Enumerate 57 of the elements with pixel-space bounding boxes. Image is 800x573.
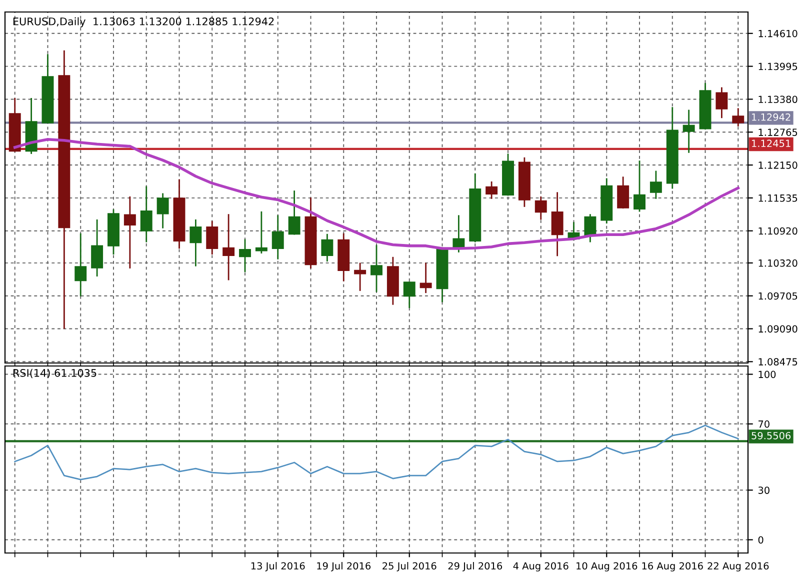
candlestick: [321, 234, 334, 262]
candlestick: [255, 211, 268, 254]
y-tick-label: 1.14610: [758, 30, 798, 38]
ref-line-label: 1.12942: [752, 113, 790, 121]
y-tick-label: 1.10320: [758, 259, 798, 267]
candlestick: [370, 245, 382, 292]
candlestick: [91, 219, 104, 276]
candlestick: [486, 181, 498, 199]
candlestick: [190, 219, 202, 266]
chart-title: RSI(14) 61.1035: [13, 368, 96, 378]
candlestick: [206, 221, 218, 255]
candlestick: [354, 262, 366, 291]
candlestick: [239, 239, 251, 272]
x-tick-label: 4 Aug 2016: [513, 562, 568, 572]
x-tick-label: 19 Jul 2016: [317, 562, 371, 572]
x-tick-label: 22 Aug 2016: [708, 562, 769, 572]
candlestick: [288, 190, 300, 235]
candlestick: [716, 87, 728, 118]
candlestick: [403, 282, 416, 308]
candlestick: [650, 170, 662, 199]
candlestick: [551, 192, 564, 256]
y-tick-label: 0: [758, 536, 764, 544]
y-tick-label: 1.08475: [758, 358, 798, 366]
candlestick: [452, 215, 465, 252]
x-tick-label: 29 Jul 2016: [448, 562, 502, 572]
candlestick: [617, 176, 630, 209]
candlestick: [140, 186, 152, 242]
y-tick-label: 70: [758, 420, 770, 428]
x-tick-label: 10 Aug 2016: [576, 562, 638, 572]
y-tick-label: 1.12150: [758, 162, 798, 169]
ref-line-label: 59.5506: [752, 432, 791, 440]
y-tick-label: 1.13380: [758, 96, 798, 104]
candlestick: [534, 196, 547, 220]
y-tick-label: 1.13995: [758, 62, 798, 70]
candlestick: [634, 160, 646, 212]
candlestick: [584, 214, 596, 242]
y-tick-label: 30: [758, 486, 770, 494]
candlestick: [156, 193, 169, 228]
candlestick: [124, 196, 136, 268]
ref-line-label: 1.12451: [752, 140, 790, 148]
y-tick-label: 1.11535: [758, 194, 798, 202]
y-tick-label: 1.09090: [758, 325, 798, 333]
x-tick-label: 25 Jul 2016: [382, 562, 436, 572]
candlestick: [420, 262, 432, 294]
y-tick-label: 1.12765: [758, 128, 798, 136]
candlestick: [732, 108, 744, 126]
candlestick: [272, 215, 284, 260]
line-series: [14, 424, 739, 480]
candlestick: [222, 214, 235, 280]
candlestick: [74, 233, 87, 296]
y-tick-label: 1.09705: [758, 292, 798, 300]
chart-title: EURUSD,Daily 1.13063 1.13200 1.12885 1.12942: [13, 17, 274, 28]
candlestick: [682, 110, 695, 153]
x-tick-label: 13 Jul 2016: [251, 562, 305, 572]
y-tick-label: 1.10920: [758, 227, 798, 235]
x-tick-label: 16 Aug 2016: [642, 562, 703, 572]
y-tick-label: 100: [758, 370, 776, 378]
